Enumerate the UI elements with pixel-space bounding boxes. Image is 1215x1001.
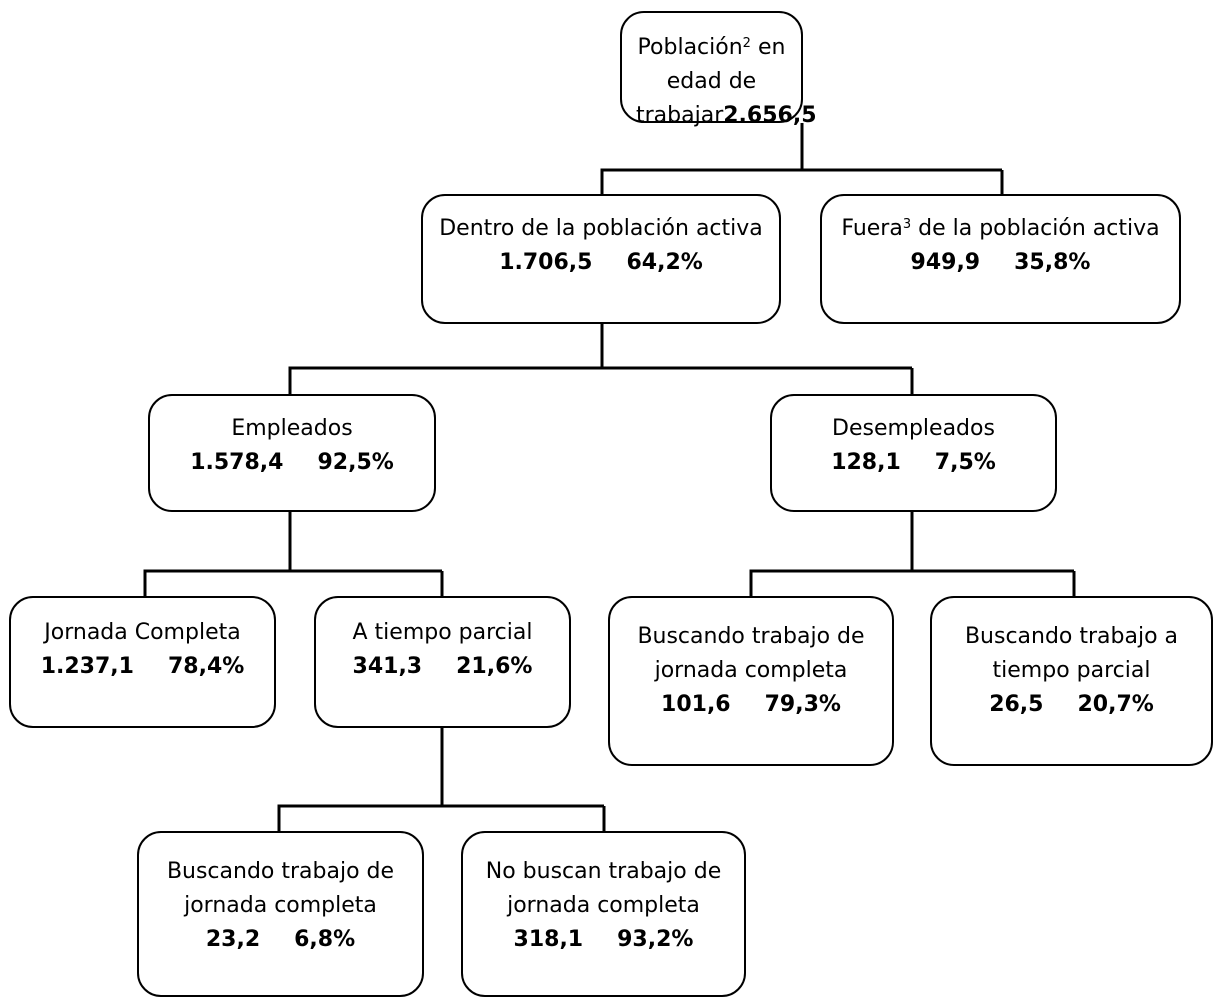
connector-activa — [288, 324, 604, 394]
node-label: Desempleados — [832, 416, 995, 441]
node-value: 2.656,5 — [723, 103, 817, 128]
footnote-marker: 2 — [742, 36, 751, 51]
node-percent: 92,5% — [317, 450, 394, 475]
connector-parcial — [277, 728, 444, 831]
node-label-line2: jornada completa — [507, 893, 700, 918]
node-percent: 78,4% — [167, 654, 245, 679]
node-fuera-poblacion-activa: Fuera3 de la población activa 949,9 35,8% — [820, 194, 1181, 324]
node-label-line2: tiempo parcial — [992, 658, 1151, 683]
node-desempleados-buscando-tiempo-parcial: Buscando trabajo a tiempo parcial 26,5 20… — [930, 596, 1213, 766]
node-desempleados: Desempleados 128,1 7,5% — [770, 394, 1057, 512]
node-value: 1.237,1 — [40, 654, 134, 679]
node-percent: 79,3% — [764, 692, 841, 717]
node-value: 318,1 — [513, 927, 584, 952]
node-value: 101,6 — [661, 692, 731, 717]
node-label: Jornada Completa — [44, 620, 241, 645]
node-value: 949,9 — [910, 250, 981, 275]
node-label-line1: Buscando trabajo a — [964, 624, 1179, 649]
node-value: 26,5 — [989, 692, 1044, 717]
node-tiempo-parcial: A tiempo parcial 341,3 21,6% — [314, 596, 571, 728]
node-label: Dentro de la población activa — [439, 216, 763, 241]
node-label: Fuera3 de la población activa — [841, 216, 1160, 241]
node-label: Empleados — [231, 416, 353, 441]
node-label: Población2 en edad de — [637, 35, 786, 94]
node-percent: 35,8% — [1014, 250, 1091, 275]
node-poblacion-edad-trabajar: Población2 en edad de trabajar 2.656,5 — [620, 11, 817, 128]
node-parcial-buscando-jornada-completa: Buscando trabajo de jornada completa 23,… — [137, 831, 424, 997]
node-label-line2: jornada completa — [654, 658, 848, 683]
node-label-line1: Buscando trabajo de — [637, 624, 865, 649]
node-value: 128,1 — [831, 450, 901, 475]
node-percent: 21,6% — [456, 654, 533, 679]
node-label-line2: jornada completa — [184, 893, 377, 918]
connector-root — [600, 123, 804, 194]
node-label-line2: trabajar — [636, 103, 724, 128]
node-value: 1.578,4 — [190, 450, 284, 475]
node-label-line1: No buscan trabajo de — [485, 859, 722, 884]
node-percent: 64,2% — [626, 250, 703, 275]
node-percent: 7,5% — [934, 450, 996, 475]
node-percent: 93,2% — [617, 927, 694, 952]
node-percent: 6,8% — [294, 927, 356, 952]
footnote-marker: 3 — [902, 217, 912, 232]
connector-desempleados — [749, 512, 914, 596]
node-value: 341,3 — [352, 654, 423, 679]
connector-empleados — [143, 512, 292, 596]
node-value: 1.706,5 — [499, 250, 593, 275]
node-parcial-no-buscan-jornada-completa: No buscan trabajo de jornada completa 31… — [461, 831, 746, 997]
node-value: 23,2 — [205, 927, 261, 952]
node-label-line1: Buscando trabajo de — [166, 859, 395, 884]
node-empleados: Empleados 1.578,4 92,5% — [148, 394, 436, 512]
node-percent: 20,7% — [1077, 692, 1154, 717]
node-jornada-completa: Jornada Completa 1.237,1 78,4% — [9, 596, 276, 728]
node-poblacion-activa: Dentro de la población activa 1.706,5 64,… — [421, 194, 781, 324]
node-label: A tiempo parcial — [352, 620, 533, 645]
node-desempleados-buscando-jornada-completa: Buscando trabajo de jornada completa 101… — [608, 596, 894, 766]
